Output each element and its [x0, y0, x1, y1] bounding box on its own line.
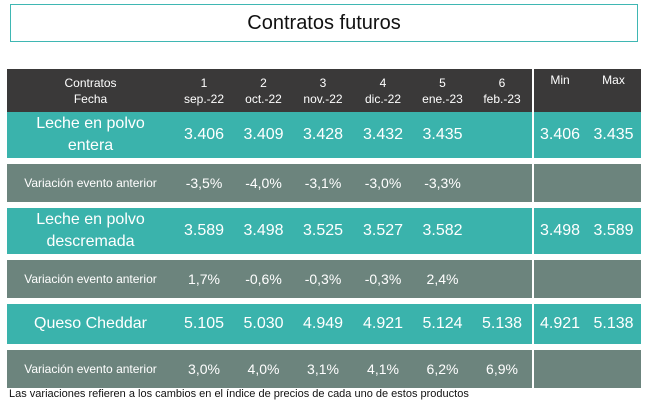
footnote: Las variaciones refieren a los cambios e…: [9, 388, 469, 400]
product-row-leche-descremada: Leche en polvo descremada 3.589 3.498 3.…: [7, 208, 641, 254]
variation-cell: 3,0%: [174, 350, 234, 388]
price-cell: 3.406: [174, 112, 234, 158]
contract-number: 4: [379, 75, 387, 90]
price-cell: 5.124: [413, 304, 472, 344]
price-cell: 3.498: [234, 208, 293, 254]
page-title: Contratos futuros: [10, 4, 638, 42]
contract-date: oct.-22: [245, 91, 282, 106]
header-contract-6: 6 feb.-23: [472, 69, 533, 112]
max-cell: 3.435: [586, 112, 641, 158]
variation-min-empty: [532, 350, 586, 388]
variation-cell: -3,3%: [413, 164, 472, 202]
variation-min-empty: [532, 164, 586, 202]
row-gap: [7, 202, 641, 208]
variation-cell: 4,1%: [353, 350, 413, 388]
variation-label: Variación evento anterior: [7, 350, 174, 388]
header-contract-3: 3 nov.-22: [293, 69, 353, 112]
variation-label: Variación evento anterior: [7, 260, 174, 298]
variation-cell: -0,3%: [353, 260, 413, 298]
min-label: Min: [550, 73, 570, 87]
variation-cell: 4,0%: [234, 350, 293, 388]
price-cell: 5.105: [174, 304, 234, 344]
row-gap: [7, 254, 641, 260]
variation-cell: 2,4%: [413, 260, 472, 298]
variation-cell: -3,5%: [174, 164, 234, 202]
min-cell: 3.406: [532, 112, 586, 158]
row-gap: [7, 298, 641, 304]
variation-max-empty: [586, 260, 641, 298]
product-name: Queso Cheddar: [7, 304, 174, 344]
max-cell: 5.138: [586, 304, 641, 344]
contract-date: feb.-23: [483, 91, 521, 106]
max-label: Max: [602, 73, 625, 87]
variation-max-empty: [586, 164, 641, 202]
variation-min-empty: [532, 260, 586, 298]
header-fecha-label: Fecha: [73, 91, 108, 106]
variation-cell: -0,6%: [234, 260, 293, 298]
price-cell: 3.527: [353, 208, 413, 254]
contract-date: dic.-22: [364, 91, 402, 106]
variation-max-empty: [586, 350, 641, 388]
price-cell: 4.949: [293, 304, 353, 344]
header-contract-4: 4 dic.-22: [353, 69, 413, 112]
contract-date: ene.-23: [422, 91, 463, 106]
variation-row: Variación evento anterior 1,7% -0,6% -0,…: [7, 260, 641, 298]
price-cell: 3.428: [293, 112, 353, 158]
variation-cell: 6,9%: [472, 350, 533, 388]
variation-cell: [472, 260, 533, 298]
row-gap: [7, 344, 641, 350]
variation-cell: -3,1%: [293, 164, 353, 202]
header-max: Max: [586, 69, 641, 112]
price-cell: 5.030: [234, 304, 293, 344]
row-gap: [7, 158, 641, 164]
futures-table: Contratos Fecha 1 sep.-22 2 oct.-22 3 nov.-…: [7, 69, 641, 388]
contract-number: 5: [439, 75, 446, 90]
price-cell: 3.589: [174, 208, 234, 254]
product-row-leche-entera: Leche en polvo entera 3.406 3.409 3.428 …: [7, 112, 641, 158]
header-contract-2: 2 oct.-22: [234, 69, 293, 112]
variation-cell: -4,0%: [234, 164, 293, 202]
price-cell: 4.921: [353, 304, 413, 344]
header-contract-1: 1 sep.-22: [174, 69, 234, 112]
contract-number: 1: [200, 75, 208, 90]
header-contract-5: 5 ene.-23: [413, 69, 472, 112]
contract-number: 6: [498, 75, 506, 90]
header-contratos-fecha: Contratos Fecha: [7, 69, 174, 112]
product-name: Leche en polvo entera: [7, 112, 174, 158]
price-cell: [472, 208, 533, 254]
header-contratos-label: Contratos: [64, 75, 117, 90]
price-cell: 3.432: [353, 112, 413, 158]
price-cell: 3.435: [413, 112, 472, 158]
price-cell: 3.525: [293, 208, 353, 254]
contract-number: 3: [319, 75, 327, 90]
max-cell: 3.589: [586, 208, 641, 254]
header-min: Min: [532, 69, 586, 112]
variation-cell: 1,7%: [174, 260, 234, 298]
variation-row: Variación evento anterior -3,5% -4,0% -3…: [7, 164, 641, 202]
variation-cell: -0,3%: [293, 260, 353, 298]
variation-cell: [472, 164, 533, 202]
price-cell: 3.409: [234, 112, 293, 158]
product-name: Leche en polvo descremada: [7, 208, 174, 254]
table-header-row: Contratos Fecha 1 sep.-22 2 oct.-22 3 nov.-…: [7, 69, 641, 112]
contract-date: nov.-22: [303, 91, 343, 106]
product-row-queso-cheddar: Queso Cheddar 5.105 5.030 4.949 4.921 5.…: [7, 304, 641, 344]
variation-cell: -3,0%: [353, 164, 413, 202]
variation-row: Variación evento anterior 3,0% 4,0% 3,1%…: [7, 350, 641, 388]
variation-label: Variación evento anterior: [7, 164, 174, 202]
contract-number: 2: [260, 75, 267, 90]
price-cell: 3.582: [413, 208, 472, 254]
min-cell: 3.498: [532, 208, 586, 254]
min-cell: 4.921: [532, 304, 586, 344]
contract-date: sep.-22: [183, 91, 225, 106]
variation-cell: 6,2%: [413, 350, 472, 388]
price-cell: 5.138: [472, 304, 533, 344]
variation-cell: 3,1%: [293, 350, 353, 388]
price-cell: [472, 112, 533, 158]
